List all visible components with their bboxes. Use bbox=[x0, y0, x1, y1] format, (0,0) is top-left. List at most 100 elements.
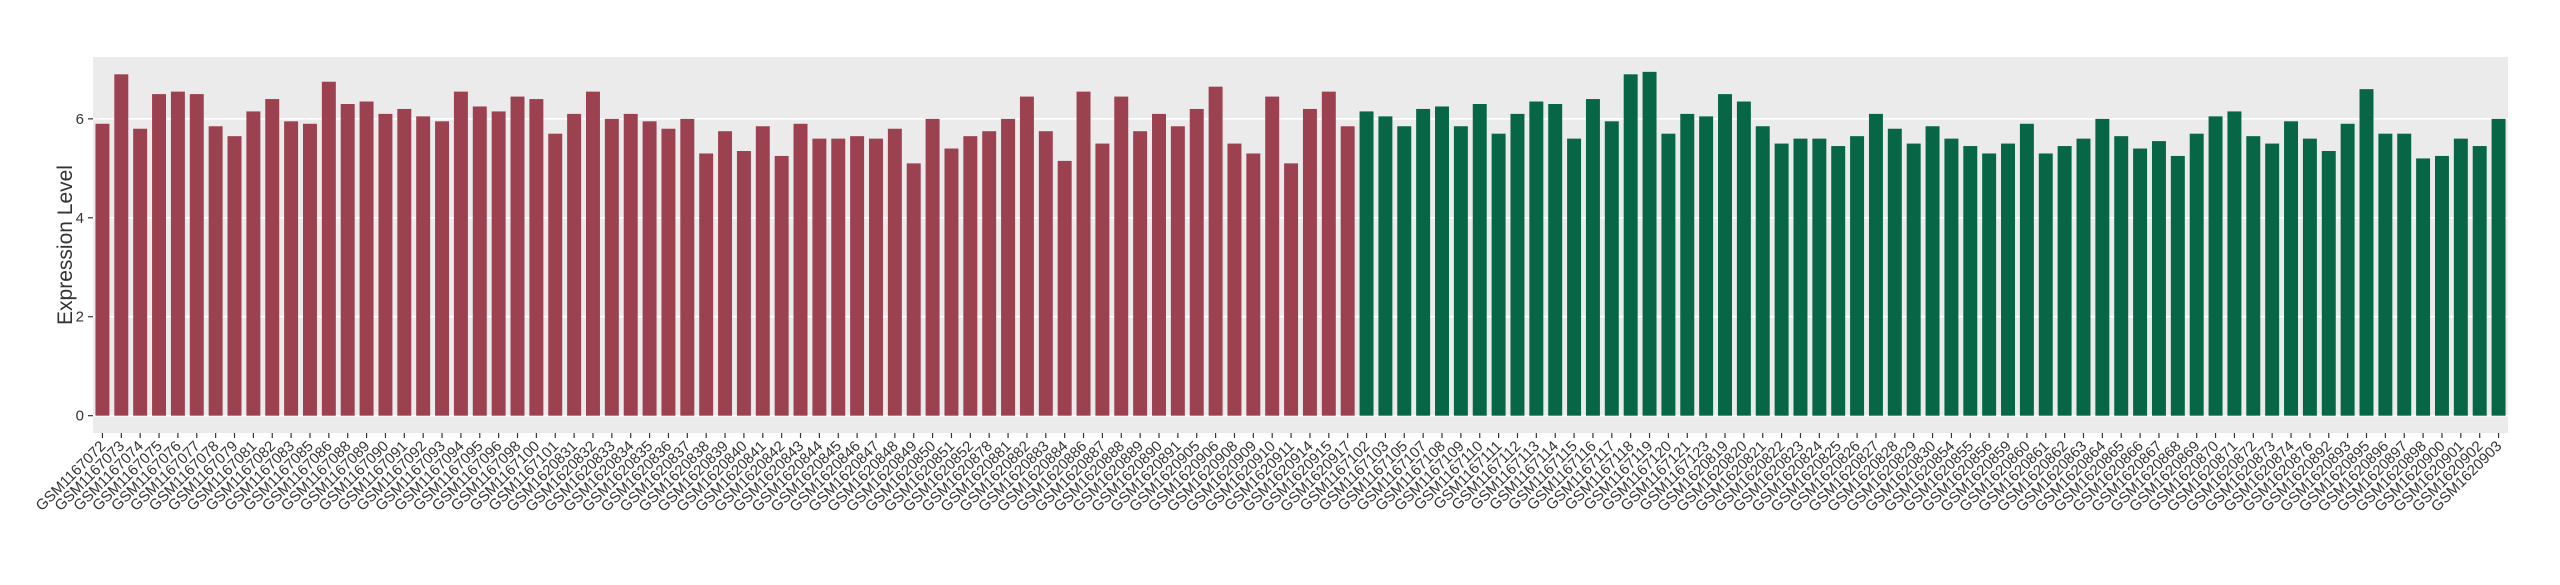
bar bbox=[1076, 91, 1091, 416]
bar bbox=[378, 113, 393, 416]
bar bbox=[1359, 111, 1374, 416]
bar bbox=[397, 108, 412, 416]
bar bbox=[1189, 108, 1204, 416]
bar bbox=[2265, 143, 2280, 416]
bar bbox=[793, 123, 808, 416]
bar bbox=[1680, 113, 1695, 416]
bar bbox=[925, 118, 940, 416]
bar bbox=[2170, 155, 2185, 416]
bar bbox=[982, 131, 997, 416]
bar bbox=[1868, 113, 1883, 416]
y-tick-label: 2 bbox=[76, 309, 84, 326]
bar bbox=[2359, 89, 2374, 416]
bar bbox=[1284, 163, 1299, 416]
bar bbox=[2057, 146, 2072, 416]
bar bbox=[170, 91, 185, 416]
bar bbox=[906, 163, 921, 416]
bar bbox=[340, 104, 355, 416]
bar bbox=[1472, 104, 1487, 416]
y-axis-label: Expression Level bbox=[54, 165, 77, 325]
bar bbox=[1812, 138, 1827, 416]
bar bbox=[189, 94, 204, 416]
bar bbox=[1944, 138, 1959, 416]
bar bbox=[1529, 101, 1544, 416]
bar bbox=[1755, 126, 1770, 416]
bar bbox=[1906, 143, 1921, 416]
bar bbox=[736, 151, 751, 416]
bar bbox=[585, 91, 600, 416]
bar bbox=[1114, 96, 1129, 416]
bar bbox=[2340, 123, 2355, 416]
bar bbox=[1642, 71, 1657, 416]
bar bbox=[359, 101, 374, 416]
bar bbox=[1925, 126, 1940, 416]
bar bbox=[1397, 126, 1412, 416]
bar bbox=[1152, 113, 1166, 416]
bar bbox=[680, 118, 695, 416]
bar bbox=[2472, 146, 2487, 416]
bar bbox=[2434, 155, 2449, 416]
bar bbox=[2491, 118, 2506, 416]
bar bbox=[1435, 106, 1449, 416]
bar bbox=[2302, 138, 2317, 416]
bar bbox=[1831, 146, 1846, 416]
bar bbox=[944, 148, 959, 416]
bar bbox=[2378, 133, 2393, 416]
bar bbox=[472, 106, 487, 416]
bar bbox=[604, 118, 619, 416]
bar bbox=[1057, 160, 1072, 416]
bar bbox=[302, 123, 317, 416]
bar bbox=[284, 121, 299, 416]
bar bbox=[1453, 126, 1468, 416]
bar bbox=[1887, 128, 1902, 416]
bar bbox=[1850, 136, 1865, 416]
bar bbox=[321, 81, 336, 416]
bar bbox=[2151, 141, 2166, 416]
bar bbox=[1321, 91, 1336, 416]
bar bbox=[1302, 108, 1317, 416]
bar bbox=[2095, 118, 2110, 416]
bar bbox=[1604, 121, 1619, 416]
bar bbox=[1378, 116, 1393, 416]
bar bbox=[1963, 146, 1978, 416]
y-tick-label: 0 bbox=[76, 408, 84, 425]
bar bbox=[1416, 108, 1431, 416]
bar bbox=[1208, 86, 1223, 416]
bar bbox=[812, 138, 827, 416]
bar bbox=[2416, 158, 2431, 416]
bar bbox=[2208, 116, 2223, 416]
bar bbox=[755, 126, 770, 416]
bar bbox=[1246, 153, 1261, 416]
bar bbox=[1585, 99, 1600, 416]
bar bbox=[774, 155, 789, 416]
bar bbox=[435, 121, 450, 416]
bar bbox=[246, 111, 261, 416]
bar bbox=[1623, 74, 1638, 416]
bar bbox=[510, 96, 525, 416]
bar bbox=[114, 74, 129, 416]
bar bbox=[208, 126, 223, 416]
bar bbox=[2246, 136, 2261, 416]
bar bbox=[642, 121, 657, 416]
bar bbox=[1038, 131, 1053, 416]
bar bbox=[529, 99, 544, 416]
bar bbox=[416, 116, 431, 416]
bar bbox=[2001, 143, 2016, 416]
bar bbox=[623, 113, 638, 416]
bar bbox=[1699, 116, 1714, 416]
bar bbox=[2114, 136, 2129, 416]
bar bbox=[1491, 133, 1506, 416]
bar bbox=[1793, 138, 1808, 416]
bar bbox=[1736, 101, 1751, 416]
bar bbox=[453, 91, 468, 416]
bar bbox=[1718, 94, 1732, 416]
y-tick-label: 6 bbox=[76, 111, 84, 128]
bar bbox=[869, 138, 883, 416]
bar bbox=[2133, 148, 2148, 416]
bar bbox=[227, 136, 242, 416]
bar bbox=[661, 128, 676, 416]
bar bbox=[1019, 96, 1034, 416]
bar bbox=[133, 128, 148, 416]
